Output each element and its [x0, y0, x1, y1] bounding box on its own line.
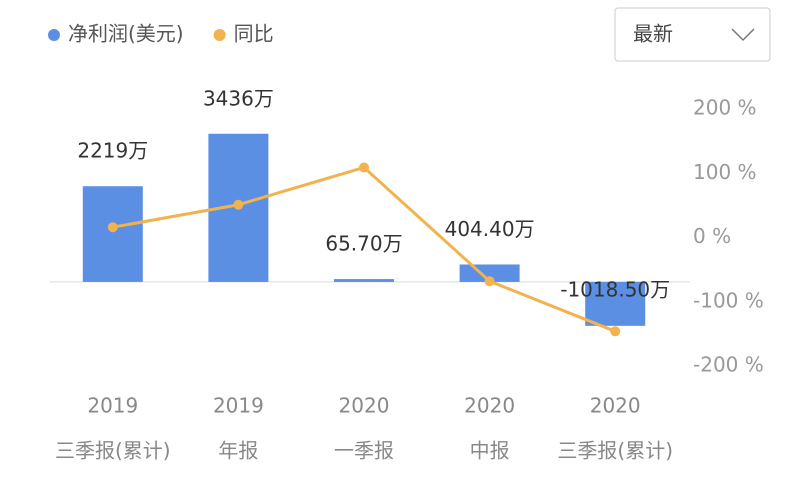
x-tick-label: 三季报(累计) — [55, 439, 171, 463]
line-point — [484, 276, 495, 287]
x-tick-label: 中报 — [470, 439, 510, 463]
x-tick-label: 2019 — [213, 394, 264, 418]
y2-tick-label: -100 % — [693, 288, 764, 312]
bar — [82, 186, 143, 282]
legend-label: 净利润(美元) — [68, 22, 184, 46]
value-label: 65.70万 — [325, 232, 402, 256]
legend-label: 同比 — [234, 22, 274, 46]
sort-select[interactable]: 最新 — [614, 7, 771, 62]
x-tick-label: 2019 — [87, 394, 138, 418]
x-tick-label: 2020 — [464, 394, 515, 418]
line-point — [107, 222, 118, 233]
x-tick-label: 年报 — [218, 439, 258, 463]
y2-tick-label: 200 % — [693, 96, 757, 120]
x-tick-label: 2020 — [590, 394, 641, 418]
y2-tick-label: -200 % — [693, 353, 764, 377]
x-tick-label: 2020 — [339, 394, 390, 418]
value-label: 3436万 — [203, 86, 274, 110]
x-tick-label: 一季报 — [334, 439, 394, 463]
bar — [334, 279, 394, 282]
y2-tick-label: 0 % — [693, 224, 731, 248]
legend-marker — [48, 29, 60, 41]
legend-marker — [213, 29, 226, 41]
line-point — [610, 326, 621, 337]
value-label: -1018.50万 — [560, 277, 670, 301]
line-point — [359, 162, 369, 173]
x-tick-label: 三季报(累计) — [557, 439, 673, 463]
bar — [585, 281, 646, 326]
y2-tick-label: 100 % — [693, 160, 757, 184]
line-point — [233, 199, 244, 210]
value-label: 2219万 — [77, 139, 148, 163]
select-box[interactable] — [614, 7, 771, 62]
value-label: 404.40万 — [445, 217, 535, 241]
select-label[interactable]: 最新 — [633, 22, 673, 46]
select-arrow[interactable] — [731, 28, 755, 42]
